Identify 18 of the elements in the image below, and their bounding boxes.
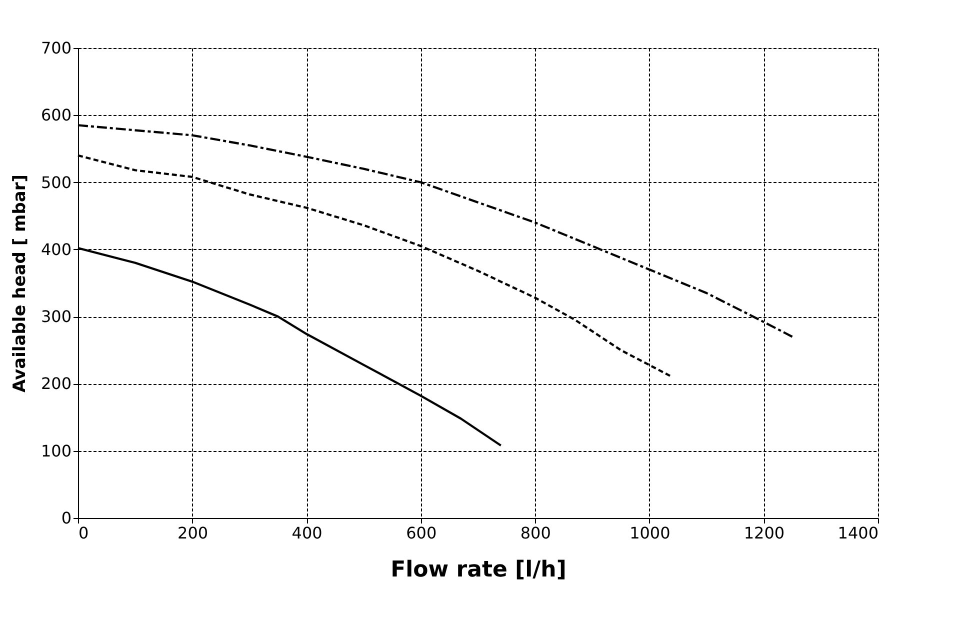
x-tick-label: 1400 xyxy=(838,524,878,542)
y-axis-title: Available head [ mbar] xyxy=(10,174,30,393)
y-tick-label: 400 xyxy=(40,240,72,259)
y-tick-label: 700 xyxy=(40,38,72,58)
x-tick-label: 1200 xyxy=(744,524,785,542)
y-tick-label: 500 xyxy=(40,172,72,192)
x-tick-label: 800 xyxy=(520,524,551,542)
x-axis-title: Flow rate [l/h] xyxy=(390,558,566,582)
y-tick-label: 0 xyxy=(61,508,72,528)
x-tick-label: 400 xyxy=(292,524,322,542)
x-tick-label: 600 xyxy=(406,524,437,542)
x-tick-label: 1000 xyxy=(630,524,670,542)
y-tick-label: 600 xyxy=(40,106,72,125)
y-tick-label: 100 xyxy=(40,441,72,460)
x-tick-label: 200 xyxy=(178,524,208,542)
y-tick-label: 200 xyxy=(40,374,72,394)
x-tick-label: 0 xyxy=(78,524,89,542)
y-tick-label: 300 xyxy=(40,307,72,326)
